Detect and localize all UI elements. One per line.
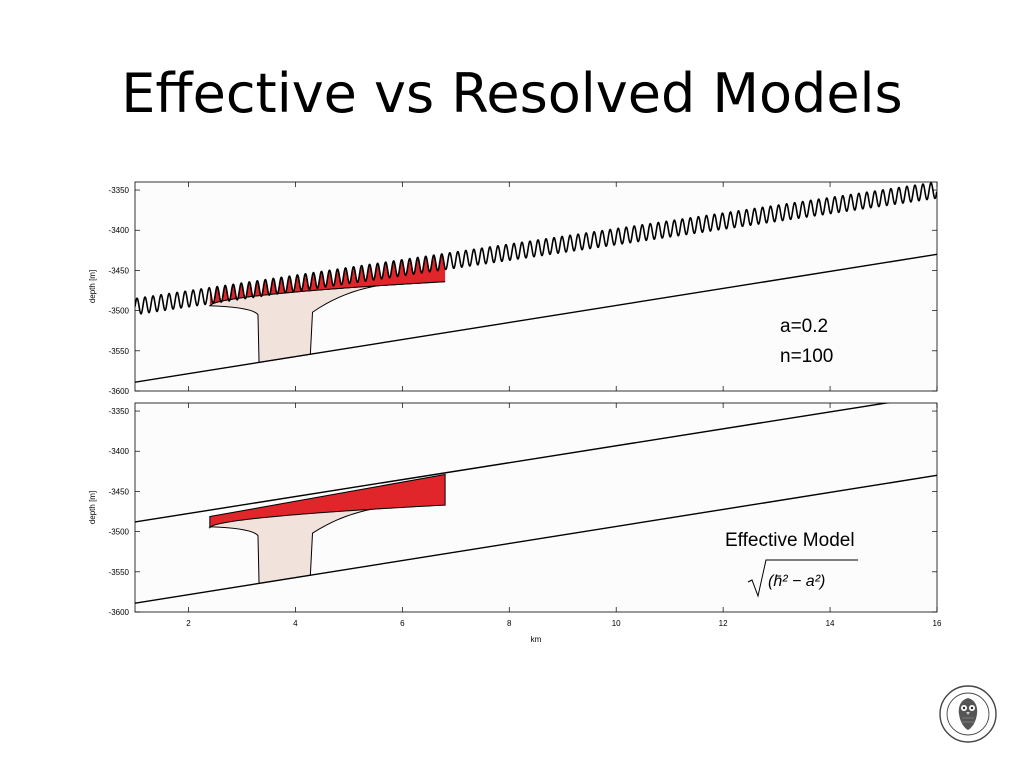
sqrt-radical-icon: [747, 559, 858, 598]
y-tick-label: -3450: [109, 487, 130, 496]
trap-bottom-line: [209, 281, 446, 307]
y-tick-label: -3350: [109, 186, 130, 195]
x-tick-label: 6: [400, 619, 405, 628]
university-seal-logo: [939, 685, 997, 743]
red-trapped-region: [209, 473, 446, 529]
slide-title: Effective vs Resolved Models: [121, 62, 903, 125]
top-panel: -3350 -3400 -3450 -3500 -3550 -3600 depth [m] a…: [88, 181, 938, 396]
y-tick-label: -3500: [109, 528, 130, 537]
x-tick-label: 4: [293, 619, 298, 628]
bottom-surface: [135, 474, 937, 604]
x-tick-label: 10: [612, 619, 621, 628]
top-surface-oscillating: [135, 182, 937, 315]
axes-frame: [134, 402, 938, 613]
y-tick-label: -3450: [109, 266, 130, 275]
annotation-effective-model: Effective Model: [725, 530, 855, 551]
x-tick-label: 14: [826, 619, 835, 628]
x-tick-label: 16: [933, 619, 942, 628]
plot-content: [135, 182, 937, 383]
bottom-surface: [135, 253, 937, 383]
y-axis-label: depth [m]: [88, 491, 97, 524]
y-tick-label: -3400: [109, 447, 130, 456]
y-tick-label: -3550: [109, 347, 130, 356]
x-tick-label: 2: [186, 619, 191, 628]
axes-frame: [134, 181, 938, 392]
x-tick-label: 8: [507, 619, 512, 628]
x-tick-label: 12: [719, 619, 728, 628]
y-axis-label: depth [m]: [88, 270, 97, 303]
y-tick-label: -3350: [109, 407, 130, 416]
x-axis-label: km: [531, 635, 542, 644]
bottom-panel: -3350 -3400 -3450 -3500 -3550 -3600 2 4 6 8 10 12 14…: [88, 402, 942, 644]
y-tick-label: -3500: [109, 307, 130, 316]
y-tick-label: -3550: [109, 568, 130, 577]
y-tick-label: -3600: [109, 387, 130, 396]
annotation-n: n=100: [780, 346, 833, 367]
figure: -3350 -3400 -3450 -3500 -3550 -3600 depth [m] a…: [88, 181, 942, 644]
plot-content: [135, 403, 937, 604]
top-surface-effective: [135, 403, 891, 523]
annotation-formula: (h̄² − a²): [768, 573, 825, 590]
annotation-a: a=0.2: [780, 316, 828, 337]
y-tick-label: -3600: [109, 608, 130, 617]
y-tick-label: -3400: [109, 226, 130, 235]
